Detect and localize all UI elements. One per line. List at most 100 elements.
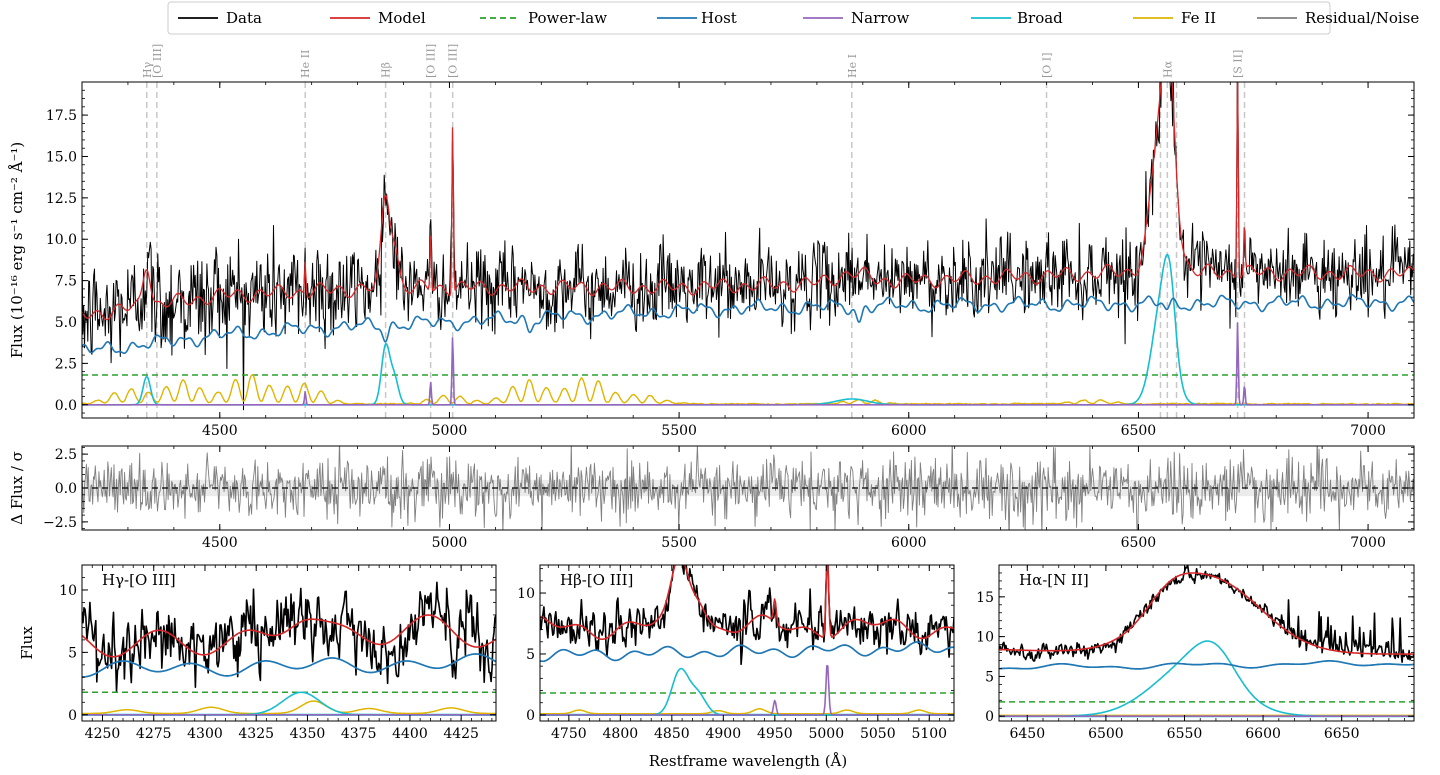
plot-frame bbox=[81, 81, 1415, 419]
y-tick-label: 17.5 bbox=[46, 108, 77, 124]
x-tick-label: 7000 bbox=[1350, 423, 1386, 439]
host-component bbox=[82, 293, 1414, 354]
y-tick-label: 5.0 bbox=[55, 315, 77, 331]
legend-label: Broad bbox=[1017, 9, 1063, 27]
main-spectrum-panel: Hγ[O III] He II Hβ [O III] [O III] He I [O I] H… bbox=[8, 44, 1415, 439]
legend-label: Model bbox=[378, 9, 426, 27]
x-axis-label: Restframe wavelength (Å) bbox=[649, 752, 848, 770]
y-tick-label: 0.0 bbox=[55, 398, 77, 414]
halpha-zoom-panel: 6450 6500 6550 6600 6650 0 5 10 15 Hα-[N II] bbox=[976, 564, 1415, 742]
y-tick-label: 10.0 bbox=[46, 232, 77, 248]
model-spectrum bbox=[82, 82, 1414, 321]
feii-component bbox=[82, 700, 496, 715]
x-tick-label: 4275 bbox=[136, 726, 172, 742]
y-tick-label: 0 bbox=[985, 709, 994, 725]
broad-component bbox=[540, 667, 954, 716]
x-tick-label: 6600 bbox=[1245, 726, 1281, 742]
emission-line-label: [O III] bbox=[447, 44, 460, 78]
model-spectrum bbox=[82, 614, 496, 658]
x-tick-label: 4900 bbox=[705, 726, 741, 742]
x-tick-label: 4250 bbox=[85, 726, 121, 742]
y-tick-label: 12.5 bbox=[46, 191, 77, 207]
x-tick-label: 4325 bbox=[238, 726, 274, 742]
legend-item: Narrow bbox=[803, 9, 909, 27]
x-tick-label: 5500 bbox=[661, 535, 697, 551]
legend-box bbox=[167, 1, 1331, 35]
x-tick-label: 5000 bbox=[432, 423, 468, 439]
legend-item: Model bbox=[330, 9, 426, 27]
x-tick-label: 4350 bbox=[290, 726, 326, 742]
emission-line-label: [O III] bbox=[425, 44, 438, 78]
legend-item: Data bbox=[178, 9, 262, 27]
x-tick-label: 6500 bbox=[1121, 423, 1157, 439]
host-component bbox=[82, 653, 496, 678]
emission-line-label: Hα bbox=[1161, 60, 1174, 78]
legend-item: Broad bbox=[971, 9, 1063, 27]
legend-label: Fe II bbox=[1181, 9, 1216, 27]
x-tick-label: 4850 bbox=[654, 726, 690, 742]
y-axis-label: Flux bbox=[18, 626, 36, 660]
residual-trace bbox=[82, 446, 1414, 530]
y-tick-label: 15 bbox=[976, 590, 994, 606]
y-tick-label: 10 bbox=[59, 583, 77, 599]
y-tick-label: 15.0 bbox=[46, 149, 77, 165]
x-tick-label: 4425 bbox=[443, 726, 479, 742]
legend-label: Power-law bbox=[528, 9, 607, 27]
y-tick-label: 5 bbox=[526, 647, 535, 663]
y-tick-label: 10 bbox=[517, 586, 535, 602]
y-tick-label: 7.5 bbox=[55, 274, 77, 290]
x-tick-label: 6000 bbox=[891, 423, 927, 439]
y-tick-label: 0 bbox=[68, 708, 77, 724]
x-tick-label: 4750 bbox=[551, 726, 587, 742]
narrow-component bbox=[82, 322, 1414, 406]
host-component bbox=[999, 660, 1414, 670]
feii-component bbox=[540, 708, 954, 715]
x-tick-label: 4800 bbox=[603, 726, 639, 742]
emission-line-label: [S II] bbox=[1232, 50, 1245, 78]
y-tick-label: 5 bbox=[68, 645, 77, 661]
residual-panel: 4500 5000 5500 6000 6500 7000 −2.5 0.0 2.5 Δ Flux… bbox=[8, 445, 1415, 551]
y-tick-label: 10 bbox=[976, 630, 994, 646]
x-tick-label: 4300 bbox=[187, 726, 223, 742]
emission-line-label: He I bbox=[846, 54, 859, 78]
emission-line-label: Hγ bbox=[141, 61, 154, 78]
model-spectrum bbox=[999, 572, 1414, 655]
legend-label: Narrow bbox=[851, 9, 909, 27]
data-spectrum bbox=[82, 82, 1414, 411]
x-tick-label: 6500 bbox=[1121, 535, 1157, 551]
x-tick-label: 5050 bbox=[860, 726, 896, 742]
legend-label: Residual/Noise bbox=[1305, 9, 1419, 27]
x-tick-label: 5000 bbox=[808, 726, 844, 742]
y-tick-label: 5 bbox=[985, 669, 994, 685]
data-spectrum bbox=[540, 565, 954, 666]
legend-item: Fe II bbox=[1133, 9, 1216, 27]
feii-component bbox=[82, 374, 1414, 406]
legend-label: Data bbox=[226, 9, 262, 27]
y-tick-label: 2.5 bbox=[55, 447, 77, 463]
y-tick-label: 0.0 bbox=[55, 481, 77, 497]
y-axis-label: Δ Flux / σ bbox=[8, 451, 26, 525]
hgamma-zoom-panel: 4250 4275 4300 4325 4350 4375 4400 4425 0 5 10 Flux… bbox=[18, 564, 497, 742]
x-tick-label: 7000 bbox=[1350, 535, 1386, 551]
x-tick-label: 4400 bbox=[392, 726, 428, 742]
y-tick-label: −2.5 bbox=[43, 515, 77, 531]
x-tick-label: 6000 bbox=[891, 535, 927, 551]
plot-frame bbox=[539, 564, 955, 722]
x-tick-label: 4375 bbox=[341, 726, 377, 742]
y-axis-label: Flux (10⁻¹⁶ erg s⁻¹ cm⁻² Å⁻¹) bbox=[8, 142, 26, 359]
x-tick-label: 6650 bbox=[1324, 726, 1360, 742]
x-tick-label: 4500 bbox=[202, 423, 238, 439]
model-spectrum bbox=[540, 565, 954, 640]
hbeta-zoom-panel: 4750 4800 4850 4900 4950 5000 5050 5100 0 5 10 Hβ-[… bbox=[517, 564, 955, 742]
plot-frame bbox=[81, 564, 497, 722]
legend-item: Power-law bbox=[480, 9, 607, 27]
plot-frame bbox=[998, 564, 1415, 722]
x-tick-label: 6500 bbox=[1088, 726, 1124, 742]
x-tick-label: 4950 bbox=[757, 726, 793, 742]
data-spectrum bbox=[82, 581, 496, 693]
legend: Data Model Power-law Host Narrow Broad Fe II Re… bbox=[167, 1, 1419, 35]
x-tick-label: 6450 bbox=[1009, 726, 1045, 742]
panel-title: Hγ-[O III] bbox=[102, 571, 176, 589]
narrow-component bbox=[540, 665, 954, 716]
host-component bbox=[540, 641, 954, 663]
